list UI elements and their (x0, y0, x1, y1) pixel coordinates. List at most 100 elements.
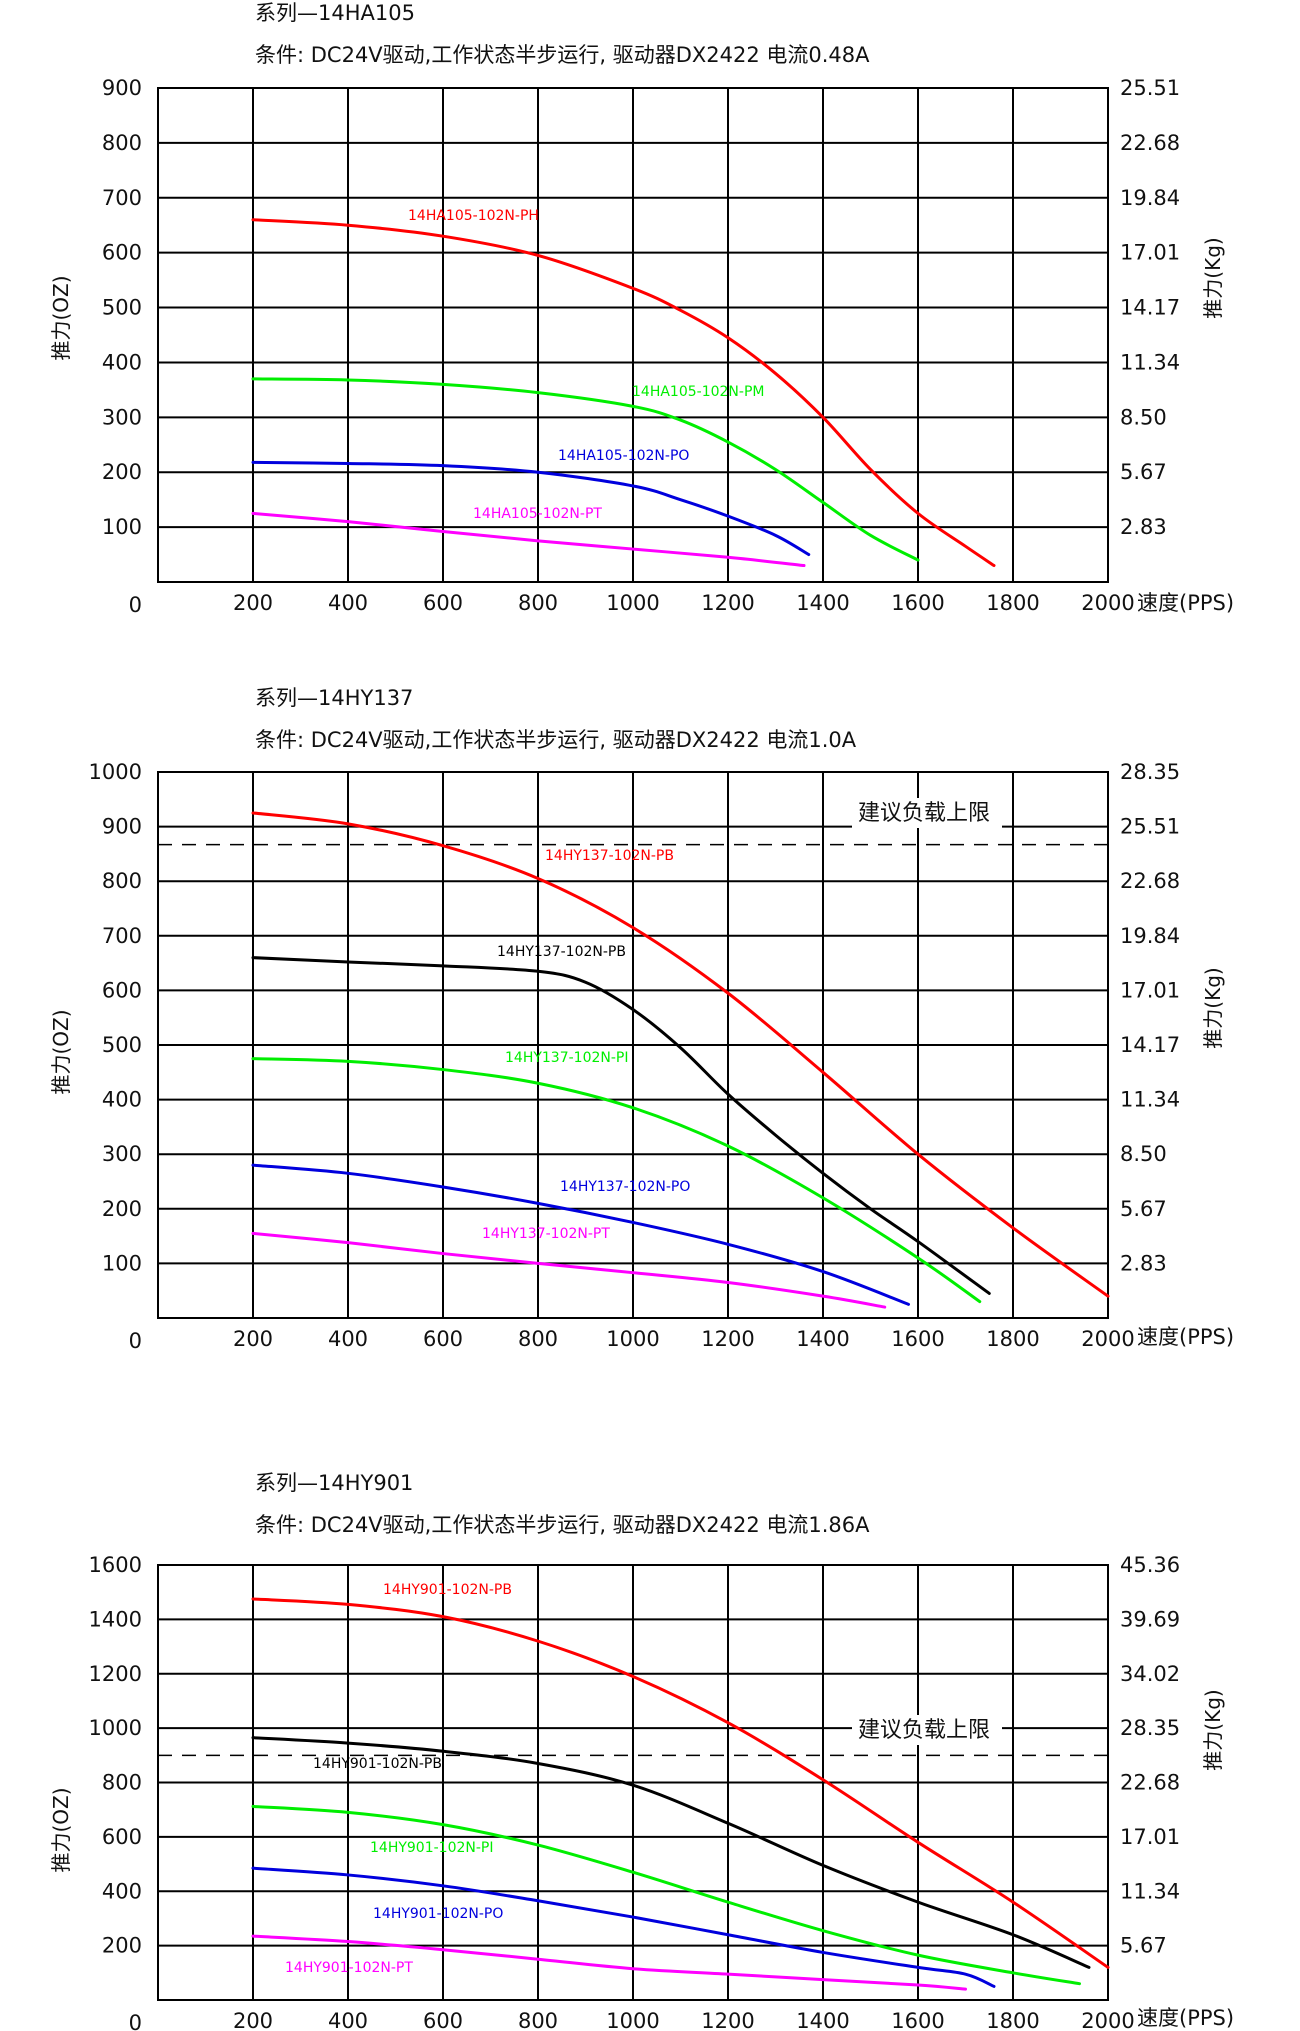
y-axis-label-left: 推力(OZ) (49, 1787, 73, 1872)
y-tick-label-right: 8.50 (1120, 1142, 1167, 1166)
series-title: 系列—14HY137 (255, 686, 413, 710)
plot-area: 0 100 200 300 400 500 600 700 800 900 2.83 5.67 8.50… (102, 76, 1180, 617)
x-tick-label: 1000 (606, 591, 659, 615)
x-tick-label: 200 (233, 1327, 273, 1351)
series-line (251, 377, 920, 562)
x-axis-label: 速度(PPS) (1137, 591, 1234, 615)
series-label: 14HY901-102N-PO (373, 1906, 503, 1922)
y-tick-label-right: 28.35 (1120, 760, 1180, 784)
series-line (251, 1163, 910, 1306)
y-axis-label-right: 推力(Kg) (1201, 1689, 1225, 1770)
series-line (251, 1866, 996, 1988)
y-axis-label-left: 推力(OZ) (49, 1009, 73, 1094)
y-tick-label-left: 200 (102, 460, 142, 484)
x-tick-label: 2000 (1081, 2009, 1134, 2031)
plot-area: 0 200 400 600 800 1000 1200 1400 1600 5.67 11.34 17… (89, 1553, 1181, 2031)
y-tick-label-left: 600 (102, 241, 142, 265)
chart-14HA105: 系列—14HA105 条件: DC24V驱动,工作状态半步运行, 驱动器DX24… (49, 1, 1234, 617)
y-tick-label-right: 45.36 (1120, 1553, 1180, 1577)
series-label: 14HY137-102N-PT (482, 1226, 610, 1242)
y-tick-label-left: 1000 (89, 760, 142, 784)
series-line (251, 1934, 967, 1991)
y-tick-label-right: 11.34 (1120, 1879, 1180, 1903)
y-tick-label-right: 14.17 (1120, 1033, 1180, 1057)
y-tick-label-left: 500 (102, 1033, 142, 1057)
y-tick-label-right: 17.01 (1120, 1825, 1180, 1849)
y-tick-label-left: 100 (102, 1251, 142, 1275)
series-label: 14HY137-102N-PB (545, 848, 674, 864)
y-tick-label-right: 2.83 (1120, 1251, 1167, 1275)
x-tick-label: 1400 (796, 591, 849, 615)
y-tick-label-left: 400 (102, 350, 142, 374)
y-tick-label-left: 800 (102, 869, 142, 893)
series-label: 14HA105-102N-PO (558, 448, 689, 464)
y-tick-label-right: 28.35 (1120, 1716, 1180, 1740)
y-tick-label-left: 200 (102, 1934, 142, 1958)
chart-14HY901: 系列—14HY901 条件: DC24V驱动,工作状态半步运行, 驱动器DX24… (49, 1471, 1234, 2031)
y-tick-label-left: 900 (102, 815, 142, 839)
x-tick-label: 1800 (986, 1327, 1039, 1351)
x-tick-label: 400 (328, 591, 368, 615)
y-tick-label-left: 0 (129, 593, 142, 617)
series-label: 14HY901-102N-PB (313, 1756, 442, 1772)
y-tick-label-left: 800 (102, 131, 142, 155)
y-tick-label-left: 600 (102, 978, 142, 1002)
y-tick-label-left: 100 (102, 515, 142, 539)
x-tick-label: 1600 (891, 2009, 944, 2031)
x-tick-label: 1000 (606, 1327, 659, 1351)
y-tick-label-right: 22.68 (1120, 1771, 1180, 1795)
x-tick-label: 1600 (891, 1327, 944, 1351)
x-tick-label: 2000 (1081, 1327, 1134, 1351)
x-tick-label: 200 (233, 591, 273, 615)
y-tick-label-left: 300 (102, 405, 142, 429)
y-tick-label-right: 11.34 (1120, 350, 1180, 374)
y-tick-label-left: 900 (102, 76, 142, 100)
x-tick-label: 600 (423, 2009, 463, 2031)
y-tick-label-left: 400 (102, 1088, 142, 1112)
load-limit-label-bg (852, 1715, 1002, 1745)
chart-14HY137: 系列—14HY137 条件: DC24V驱动,工作状态半步运行, 驱动器DX24… (49, 686, 1234, 1353)
y-tick-label-left: 500 (102, 296, 142, 320)
x-tick-label: 800 (518, 2009, 558, 2031)
series-line (251, 511, 806, 568)
x-tick-label: 1400 (796, 1327, 849, 1351)
y-tick-label-right: 5.67 (1120, 1934, 1167, 1958)
y-tick-label-right: 25.51 (1120, 815, 1180, 839)
series-label: 14HY137-102N-PO (560, 1179, 690, 1195)
y-tick-label-right: 5.67 (1120, 460, 1167, 484)
series-label: 14HY137-102N-PI (505, 1050, 628, 1066)
series-line (251, 218, 996, 568)
x-tick-label: 1200 (701, 591, 754, 615)
conditions-text: 条件: DC24V驱动,工作状态半步运行, 驱动器DX2422 电流1.86A (255, 1513, 870, 1537)
y-tick-label-right: 8.50 (1120, 405, 1167, 429)
y-tick-label-right: 25.51 (1120, 76, 1180, 100)
series-label: 14HY137-102N-PB (497, 944, 626, 960)
y-tick-label-left: 700 (102, 924, 142, 948)
y-tick-label-left: 1400 (89, 1607, 142, 1631)
x-tick-label: 1000 (606, 2009, 659, 2031)
x-axis-label: 速度(PPS) (1137, 2006, 1234, 2030)
load-limit-label: 建议负载上限 (858, 1718, 990, 1743)
series-line (251, 1804, 1081, 1986)
conditions-text: 条件: DC24V驱动,工作状态半步运行, 驱动器DX2422 电流1.0A (255, 728, 857, 752)
series-label: 14HA105-102N-PM (632, 384, 764, 400)
x-tick-label: 1600 (891, 591, 944, 615)
y-axis-label-right: 推力(Kg) (1201, 237, 1225, 318)
x-tick-label: 1200 (701, 2009, 754, 2031)
series-line (251, 1231, 887, 1309)
y-tick-label-right: 2.83 (1120, 515, 1167, 539)
series-label: 14HY901-102N-PI (370, 1840, 493, 1856)
y-axis-label-right: 推力(Kg) (1201, 967, 1225, 1048)
y-tick-label-right: 5.67 (1120, 1197, 1167, 1221)
y-tick-label-right: 19.84 (1120, 186, 1180, 210)
y-tick-label-left: 1600 (89, 1553, 142, 1577)
y-tick-label-left: 200 (102, 1197, 142, 1221)
y-tick-label-left: 600 (102, 1825, 142, 1849)
x-tick-label: 600 (423, 1327, 463, 1351)
x-tick-label: 400 (328, 1327, 368, 1351)
y-tick-label-right: 17.01 (1120, 241, 1180, 265)
y-tick-label-right: 22.68 (1120, 869, 1180, 893)
x-tick-label: 2000 (1081, 591, 1134, 615)
x-tick-label: 600 (423, 591, 463, 615)
